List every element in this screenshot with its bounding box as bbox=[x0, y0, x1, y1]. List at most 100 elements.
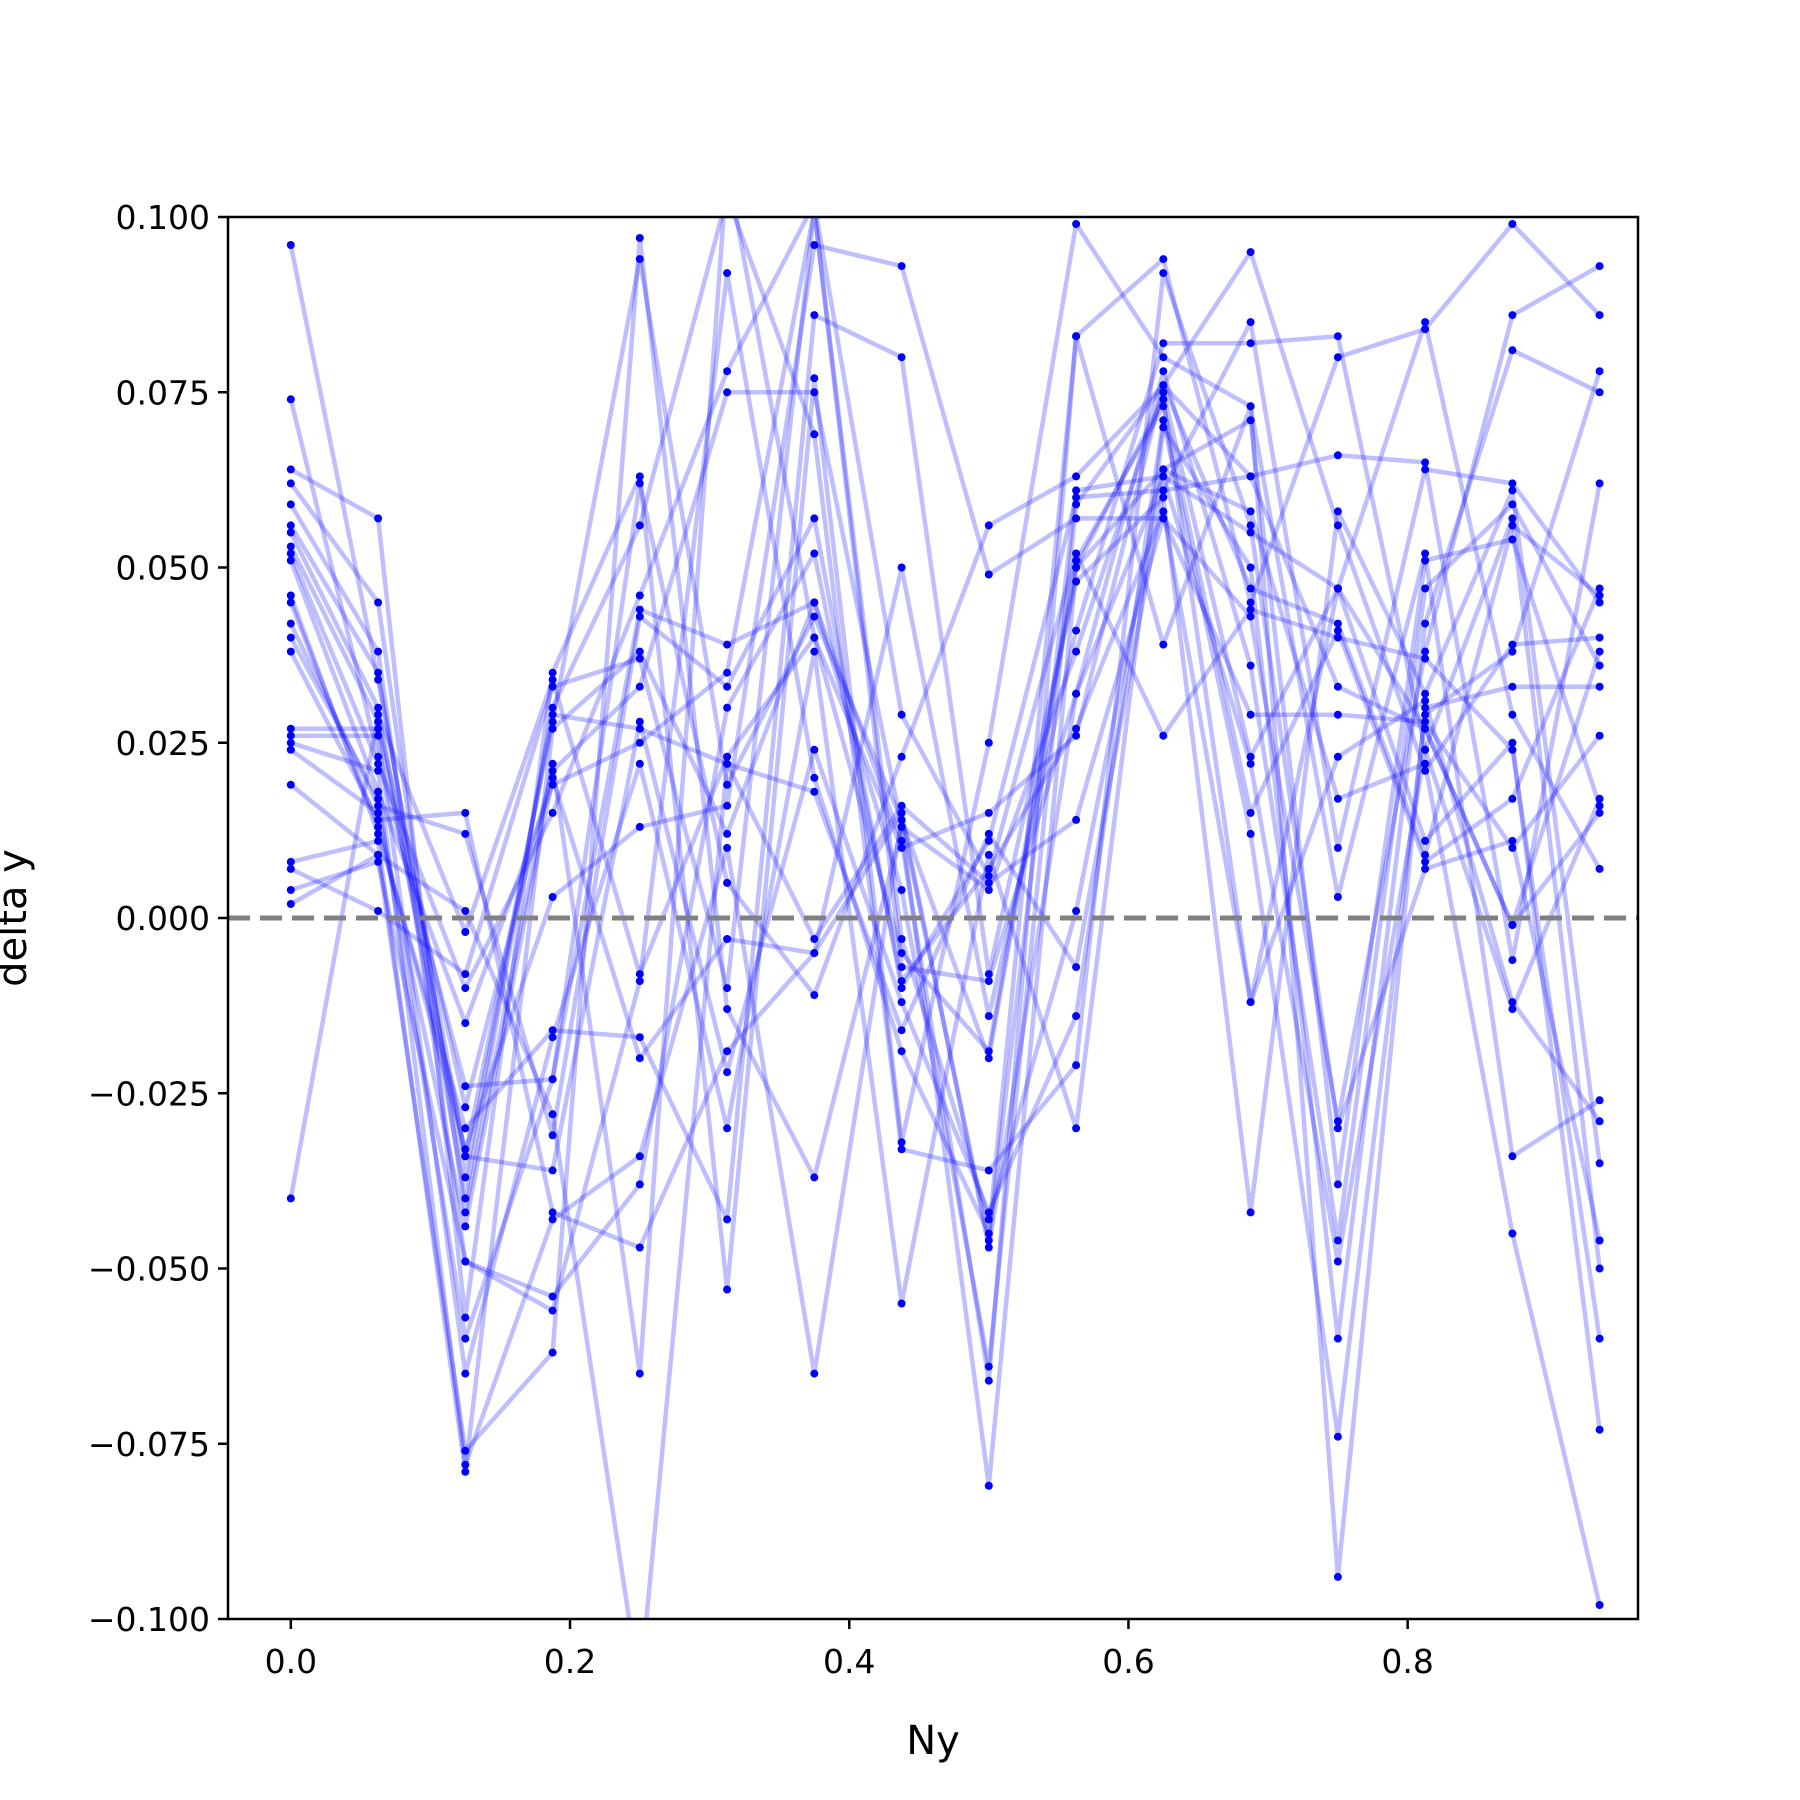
data-point bbox=[1508, 1005, 1517, 1014]
data-point bbox=[1595, 801, 1604, 810]
data-point bbox=[461, 1173, 470, 1182]
data-point bbox=[548, 759, 557, 768]
data-point bbox=[1333, 1432, 1342, 1441]
data-point bbox=[286, 542, 295, 551]
data-point bbox=[548, 1026, 557, 1035]
data-point bbox=[548, 1110, 557, 1119]
data-point bbox=[984, 570, 993, 579]
series-line-8 bbox=[288, 390, 1602, 1489]
data-point bbox=[810, 311, 819, 320]
data-point bbox=[1246, 829, 1255, 838]
data-point bbox=[897, 710, 906, 719]
data-point bbox=[635, 255, 644, 264]
data-point bbox=[635, 738, 644, 747]
data-point bbox=[1333, 1117, 1342, 1126]
data-point bbox=[1246, 661, 1255, 670]
data-point bbox=[1246, 528, 1255, 537]
data-point bbox=[1246, 318, 1255, 327]
x-tick-label: 0.6 bbox=[1102, 1642, 1154, 1681]
data-point bbox=[1072, 472, 1081, 481]
data-point bbox=[286, 619, 295, 628]
data-point bbox=[286, 724, 295, 733]
data-point bbox=[723, 192, 731, 200]
data-point bbox=[1508, 1229, 1517, 1238]
data-point bbox=[1595, 647, 1604, 656]
data-point bbox=[1333, 710, 1342, 719]
x-tick-label: 0.4 bbox=[823, 1642, 875, 1681]
data-point bbox=[635, 1243, 644, 1252]
data-point bbox=[897, 1026, 906, 1035]
data-point bbox=[1595, 1096, 1604, 1105]
data-point bbox=[1508, 479, 1517, 488]
data-point bbox=[1595, 1236, 1604, 1245]
data-point bbox=[1595, 584, 1604, 593]
data-point bbox=[635, 612, 644, 621]
data-point bbox=[1508, 640, 1517, 649]
data-point bbox=[374, 829, 383, 838]
data-point bbox=[374, 514, 383, 523]
data-point bbox=[1595, 1264, 1604, 1273]
data-point bbox=[984, 1236, 993, 1245]
data-point bbox=[374, 907, 383, 915]
series-line-6 bbox=[288, 264, 1601, 1180]
data-point bbox=[286, 731, 295, 740]
data-point bbox=[1421, 654, 1430, 663]
data-point bbox=[1159, 255, 1168, 264]
series-line-5 bbox=[288, 221, 1602, 1313]
data-point bbox=[810, 1173, 819, 1182]
data-point bbox=[810, 206, 818, 214]
data-point bbox=[374, 703, 383, 712]
series-line-24 bbox=[289, 474, 1602, 1619]
data-point bbox=[723, 1124, 732, 1133]
data-point bbox=[1072, 493, 1081, 502]
data-point bbox=[1333, 521, 1342, 530]
data-point bbox=[548, 1208, 557, 1217]
data-point bbox=[810, 612, 819, 621]
data-point bbox=[897, 752, 906, 761]
data-point bbox=[984, 521, 993, 530]
data-point bbox=[723, 935, 732, 943]
data-point bbox=[461, 1082, 470, 1091]
data-point bbox=[1595, 731, 1604, 740]
data-point bbox=[1595, 367, 1604, 376]
data-point bbox=[461, 1257, 470, 1266]
data-point bbox=[1508, 956, 1517, 965]
data-point bbox=[1072, 556, 1081, 565]
data-point bbox=[1333, 507, 1342, 516]
data-point bbox=[1421, 717, 1430, 726]
data-point bbox=[635, 647, 644, 656]
data-point bbox=[636, 1685, 644, 1693]
data-point bbox=[723, 1215, 732, 1224]
data-point bbox=[635, 1054, 644, 1063]
data-point bbox=[374, 647, 383, 656]
data-point bbox=[548, 893, 557, 901]
data-point bbox=[374, 724, 383, 733]
series-line-19 bbox=[289, 474, 1602, 1269]
y-tick-label: 0.075 bbox=[116, 373, 210, 412]
data-point bbox=[461, 1313, 470, 1322]
data-point bbox=[723, 780, 732, 789]
data-point bbox=[1421, 759, 1430, 768]
data-point bbox=[548, 717, 557, 726]
data-point bbox=[1508, 745, 1517, 754]
data-point bbox=[1246, 339, 1255, 348]
data-point bbox=[1595, 864, 1604, 873]
data-point bbox=[1246, 605, 1255, 614]
series-line-1 bbox=[288, 244, 1602, 1243]
data-point bbox=[1246, 584, 1255, 593]
data-point bbox=[374, 815, 383, 824]
data-point bbox=[897, 963, 906, 972]
data-point bbox=[548, 703, 557, 712]
data-point bbox=[461, 984, 470, 993]
data-point bbox=[1595, 794, 1604, 803]
data-point bbox=[1072, 1012, 1081, 1021]
data-point bbox=[548, 808, 557, 817]
data-point bbox=[1333, 1180, 1342, 1189]
data-point bbox=[286, 591, 295, 600]
series-line-10 bbox=[288, 217, 1602, 1243]
data-point bbox=[1072, 563, 1081, 572]
data-point bbox=[984, 829, 993, 838]
data-point bbox=[810, 206, 818, 214]
data-point bbox=[461, 1208, 470, 1217]
data-point bbox=[286, 241, 295, 249]
